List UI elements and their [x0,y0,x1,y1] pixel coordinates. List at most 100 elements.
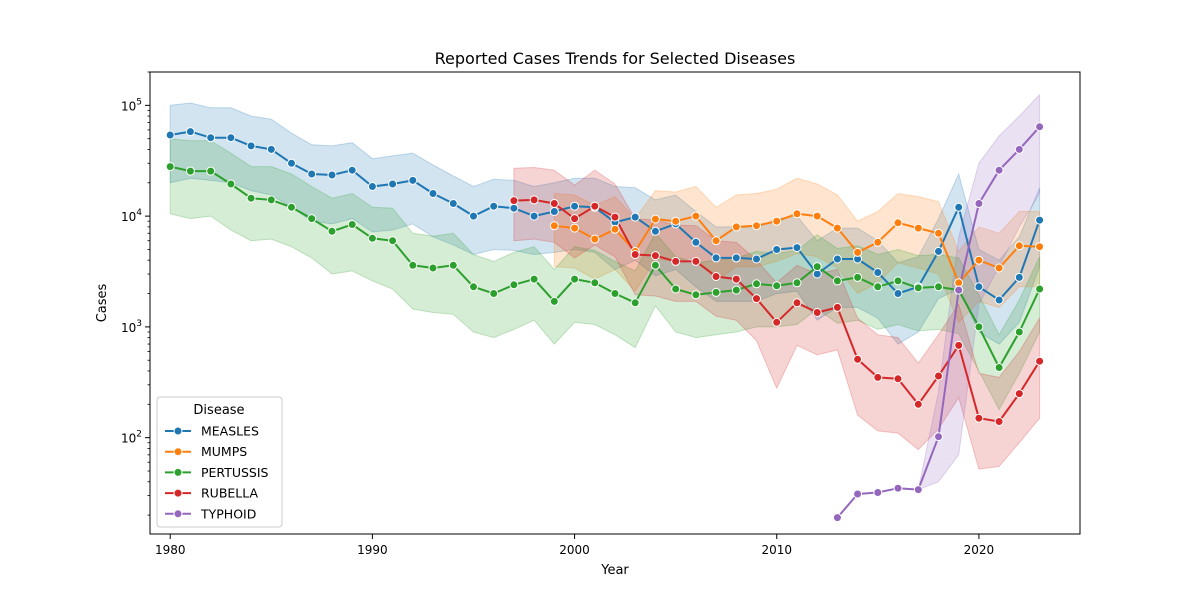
pertussis-point [307,214,317,224]
pertussis-point [469,282,478,292]
x-tick-label: 1980 [155,543,186,557]
data-points [165,122,1045,523]
rubella-point [913,399,923,409]
rubella-point [650,251,660,261]
legend-label: RUBELLA [201,486,259,501]
rubella-point [994,417,1004,426]
measles-point [266,144,276,154]
measles-point [307,169,317,179]
rubella-point [610,212,620,222]
pertussis-point [408,260,418,270]
pertussis-point [792,278,802,288]
rubella-point [590,201,600,211]
confidence-bands [169,93,1041,518]
mumps-point [772,216,782,226]
pertussis-point [832,276,842,286]
x-tick-label: 2000 [559,543,590,557]
typhoid-point [832,513,842,523]
measles-point [570,201,580,211]
rubella-point [731,274,741,284]
measles-point [246,141,256,151]
measles-point [711,253,721,263]
measles-point [509,203,519,213]
pertussis-point [610,289,620,298]
pertussis-point [913,283,923,293]
mumps-point [792,209,802,219]
pertussis-point [287,202,296,212]
pertussis-point [206,166,216,176]
measles-point [448,199,458,208]
pertussis-point [893,276,903,286]
rubella-point [853,354,863,364]
pertussis-point [428,263,438,273]
measles-point [893,289,903,298]
measles-point [752,254,761,264]
pertussis-point [509,280,519,290]
rubella-point [772,317,782,327]
pertussis-point [367,233,377,243]
measles-point [226,133,236,143]
rubella-point [1035,356,1045,366]
legend-item-rubella: RUBELLA [165,486,259,501]
legend-label: MEASLES [201,424,259,439]
mumps-point [752,221,761,231]
typhoid-point [954,285,964,295]
mumps-point [893,218,903,228]
rubella-point [934,371,943,381]
pertussis-point [246,193,256,203]
pertussis-point [266,195,276,205]
legend: Disease MEASLES MUMPS PERTUSSIS RUBELLA TYPH… [156,396,283,528]
rubella-point [549,199,559,208]
measles-point [873,268,883,277]
mumps-point [711,236,721,246]
rubella-point [873,372,883,382]
mumps-point [934,228,943,238]
legend-item-typhoid: TYPHOID [165,506,256,521]
measles-point [974,282,984,292]
mumps-point [671,216,681,226]
measles-point [469,211,478,221]
mumps-point [731,222,741,232]
rubella-point [792,298,802,308]
legend-item-pertussis: PERTUSSIS [165,465,269,480]
measles-point [408,175,418,185]
rubella-point [691,256,701,266]
legend-item-measles: MEASLES [165,424,259,439]
pertussis-point [529,274,539,284]
pertussis-point [549,296,559,306]
x-tick-label: 2010 [761,543,792,557]
mumps-point [812,211,822,221]
measles-point [367,182,377,191]
pertussis-point [974,322,984,332]
measles-point [165,130,175,140]
legend-swatch-marker [173,488,183,498]
pertussis-point [165,162,175,172]
pertussis-point [489,289,499,298]
y-tick-label: 104 [121,208,142,224]
chart-title: Reported Cases Trends for Selected Disea… [435,49,796,68]
measles-point [812,269,822,279]
measles-point [185,127,195,137]
rubella-point [630,250,640,259]
pertussis-point [448,260,458,270]
rubella-point [529,195,539,205]
y-tick-label: 102 [121,430,142,446]
measles-point [731,253,741,263]
y-tick-label: 105 [121,97,142,113]
mumps-point [549,221,559,231]
plot-frame [149,71,1081,535]
typhoid-point [893,483,903,493]
mumps-point [610,224,620,234]
y-tick-label: 103 [121,319,142,335]
typhoid-point [1035,122,1045,132]
legend-label: MUMPS [201,444,247,459]
measles-point [954,202,964,212]
pertussis-band [169,138,1041,411]
rubella-point [832,302,842,312]
measles-point [792,243,802,253]
rubella-point [570,214,580,224]
typhoid-point [974,199,984,208]
pertussis-point [570,274,580,284]
y-axis: 102 103 104 105 [121,71,150,516]
